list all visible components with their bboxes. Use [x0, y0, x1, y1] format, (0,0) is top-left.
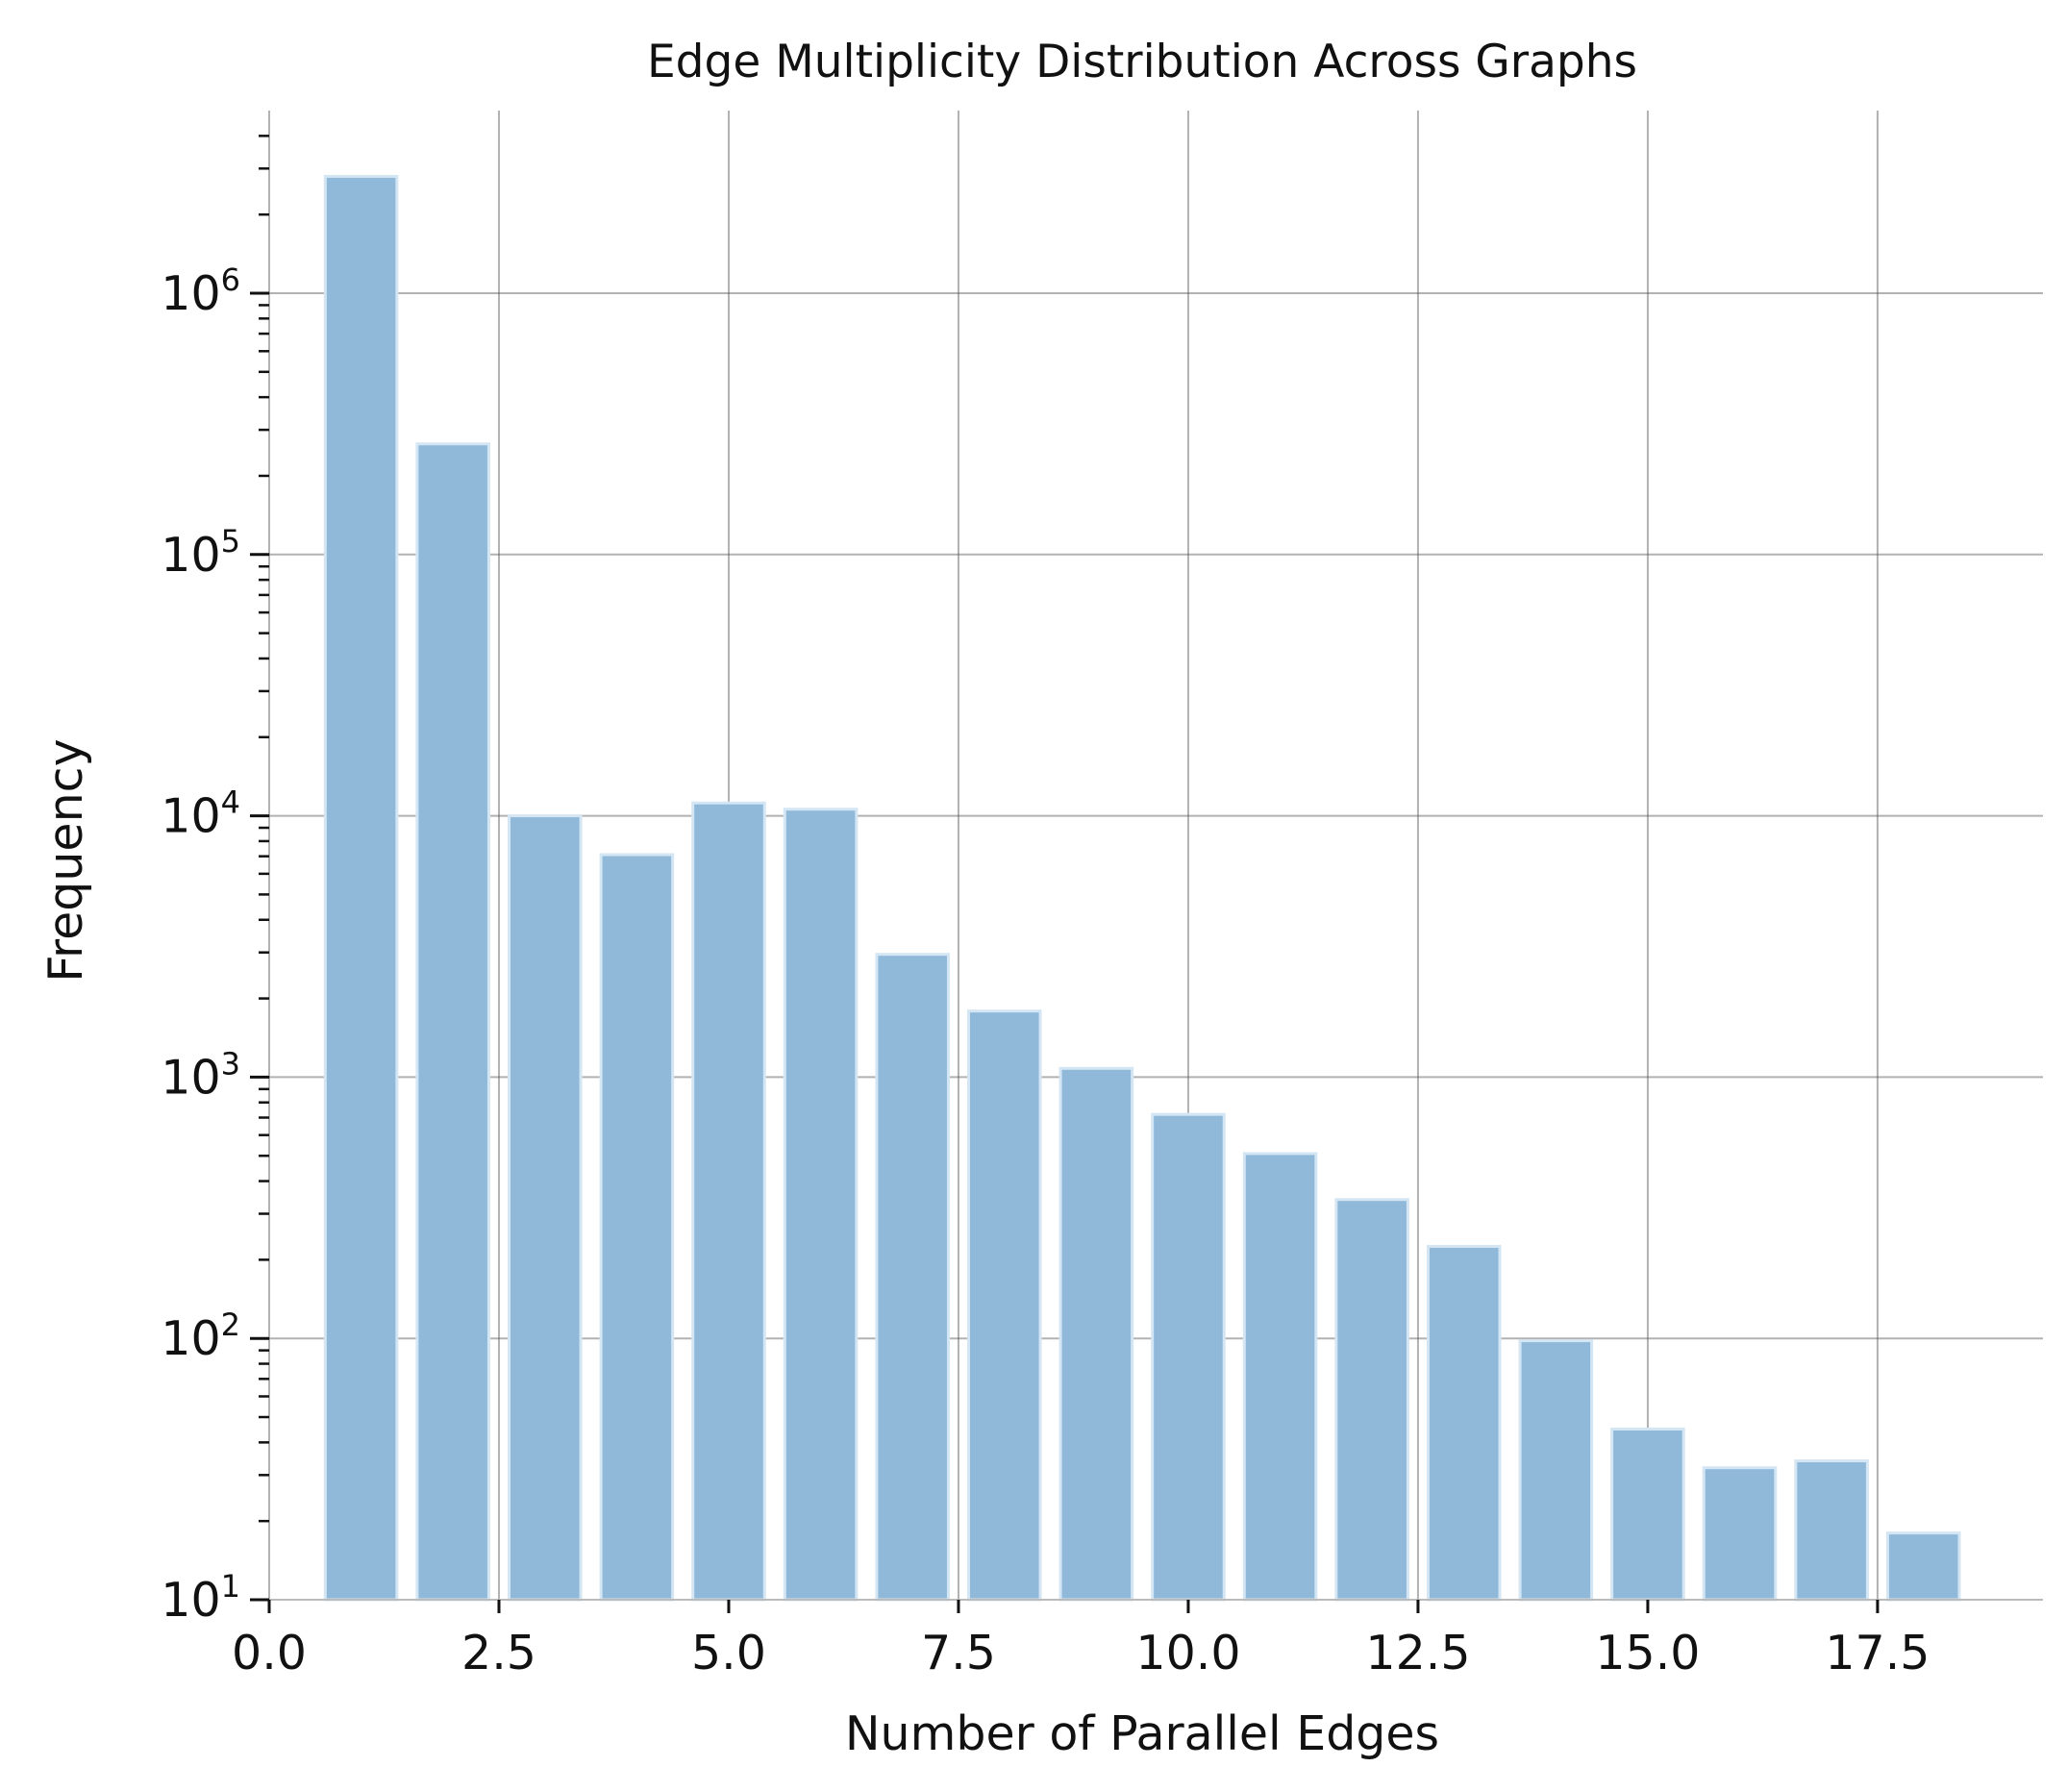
- bar: [1610, 1427, 1685, 1602]
- x-axis-label: Number of Parallel Edges: [845, 1706, 1439, 1761]
- x-tick-label: 7.5: [921, 1626, 996, 1680]
- x-tick-label: 12.5: [1365, 1626, 1470, 1680]
- bar: [1518, 1339, 1594, 1602]
- bar: [1151, 1112, 1226, 1602]
- x-tick-label: 5.0: [691, 1626, 766, 1680]
- bar: [599, 853, 675, 1602]
- y-tick-label: 105: [161, 523, 240, 583]
- x-tick-label: 0.0: [232, 1626, 307, 1680]
- y-tick-label: 101: [161, 1568, 240, 1628]
- x-ticks: 0.0 2.5 5.0 7.5 10.0 12.5 15.0 17.5: [232, 1600, 1930, 1680]
- bar: [966, 1009, 1042, 1602]
- bar: [323, 174, 399, 1602]
- bar: [1058, 1066, 1134, 1602]
- bar: [875, 953, 950, 1602]
- bar: [1794, 1459, 1869, 1602]
- y-tick-label: 103: [161, 1045, 240, 1105]
- bar: [1242, 1152, 1318, 1602]
- y-tick-label: 102: [161, 1307, 240, 1366]
- y-ticks: 101 102 103 104 105 106: [161, 135, 269, 1628]
- x-tick-label: 15.0: [1595, 1626, 1700, 1680]
- bar: [1426, 1244, 1502, 1602]
- bar: [415, 442, 490, 1602]
- bar: [1334, 1198, 1409, 1602]
- bar: [691, 801, 766, 1602]
- bar: [1702, 1466, 1778, 1602]
- x-tick-label: 10.0: [1135, 1626, 1240, 1680]
- x-tick-label: 2.5: [461, 1626, 536, 1680]
- y-tick-label: 104: [161, 784, 240, 844]
- bar: [508, 814, 583, 1602]
- bar: [783, 808, 859, 1602]
- y-tick-label: 106: [161, 261, 240, 321]
- bars: [323, 174, 1961, 1602]
- x-tick-label: 17.5: [1825, 1626, 1930, 1680]
- chart-title: Edge Multiplicity Distribution Across Gr…: [647, 36, 1637, 88]
- bar: [1885, 1531, 1961, 1602]
- y-axis-label: Frequency: [38, 738, 93, 982]
